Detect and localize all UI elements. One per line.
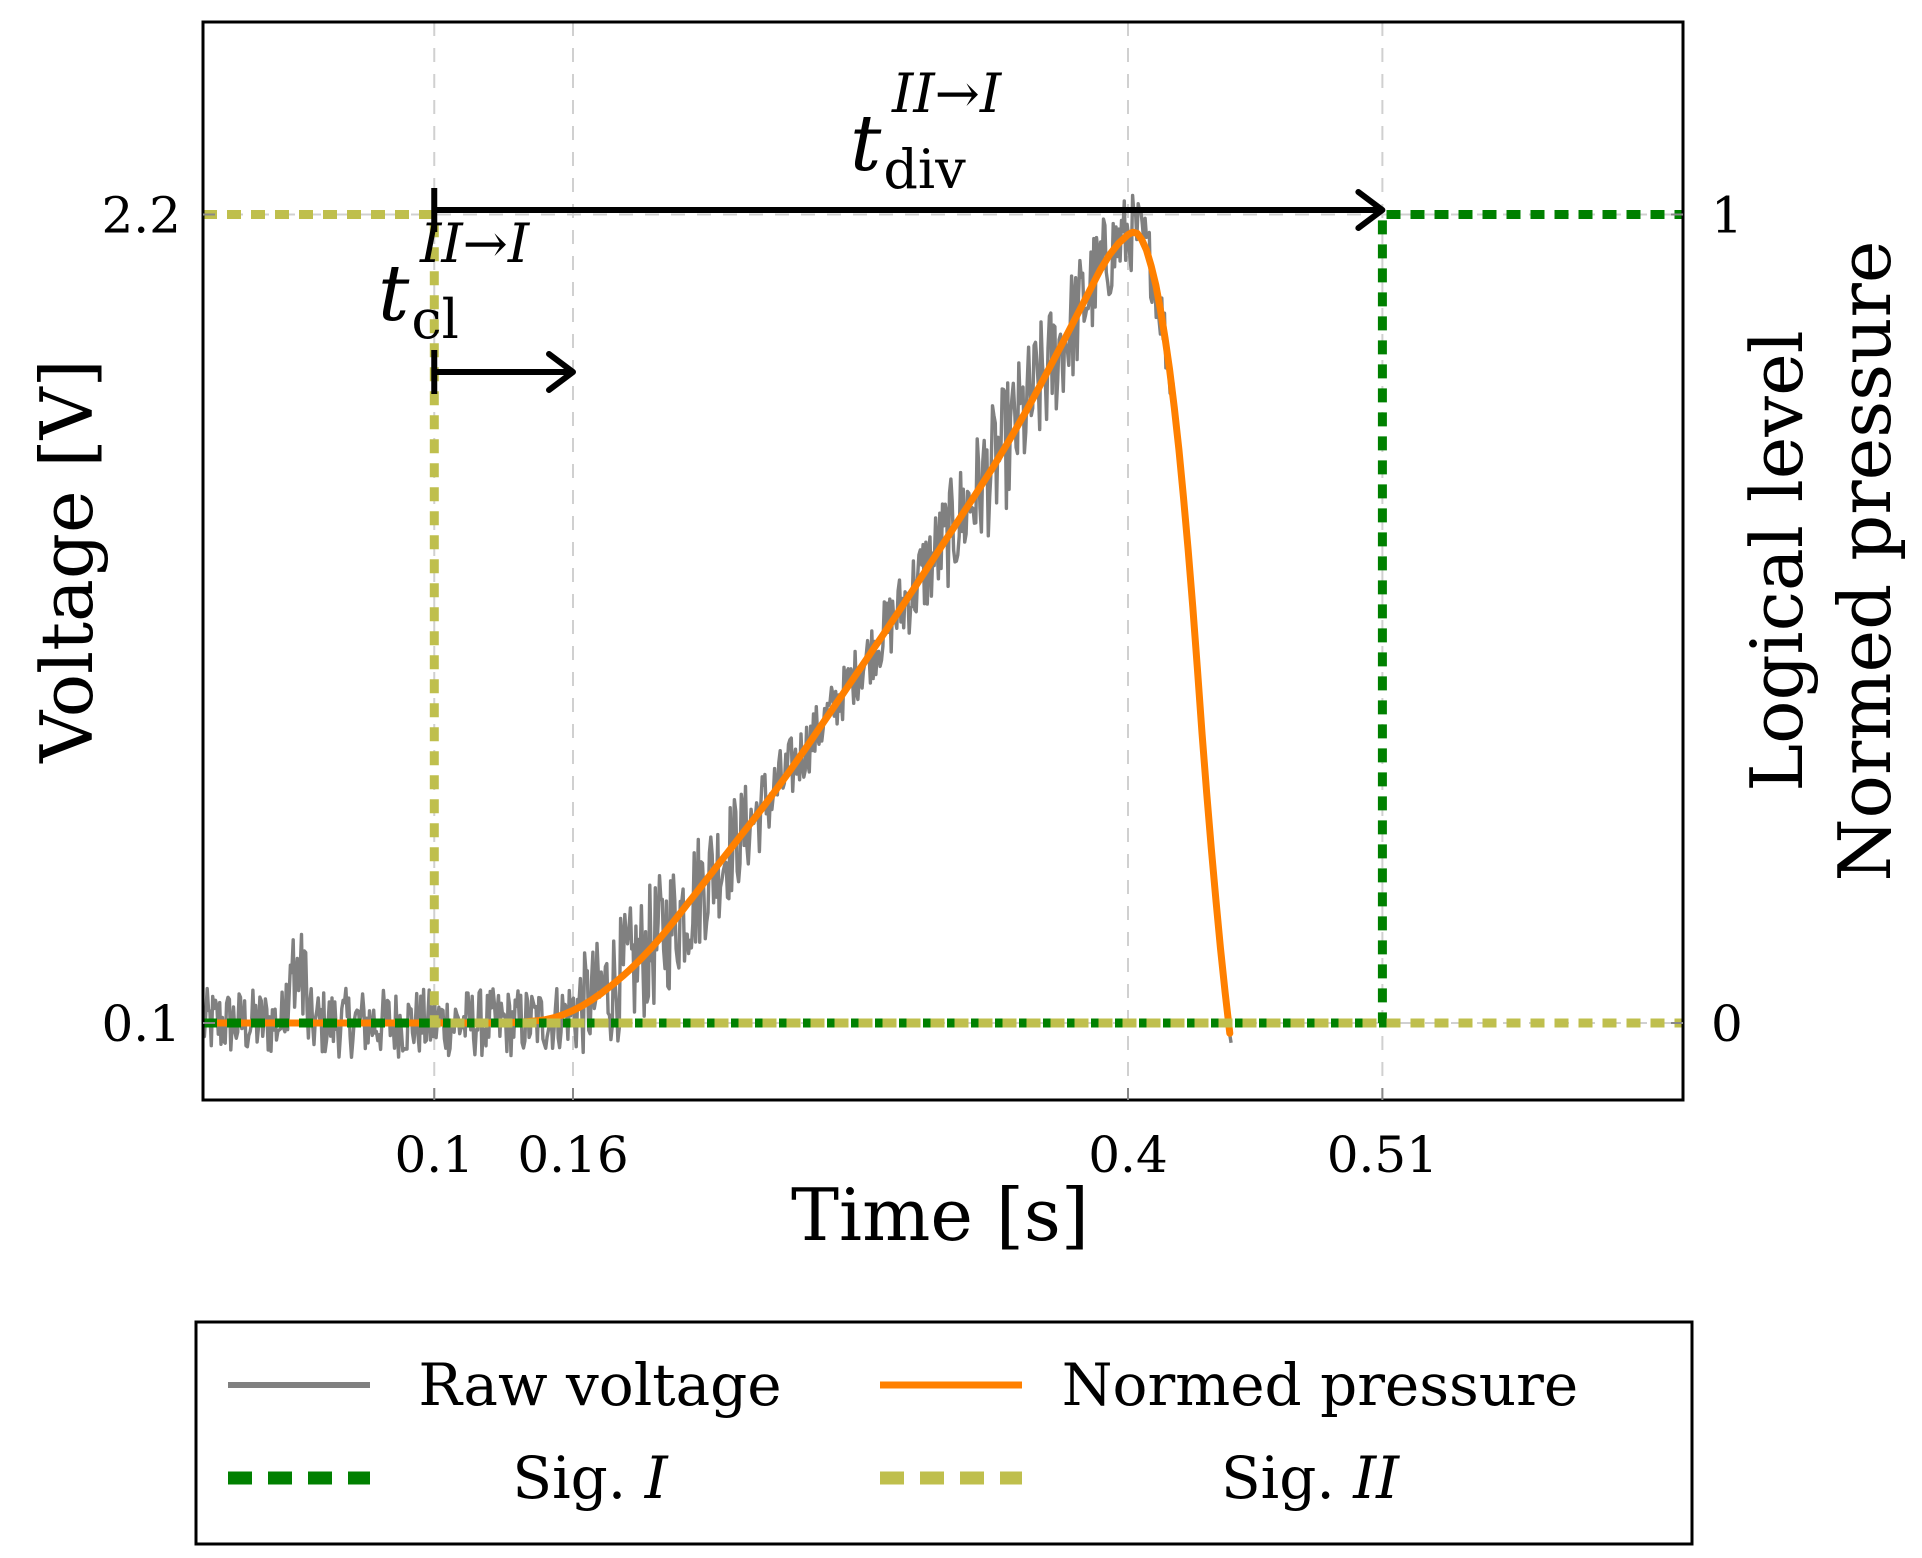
- legend-label-0: Raw voltage: [418, 1351, 781, 1419]
- annotation-t-div-arrow-head: [1355, 189, 1386, 231]
- y-axis-title-left: Voltage [V]: [25, 359, 109, 763]
- series-raw-voltage: [203, 193, 1233, 1059]
- x-tick-label-0: 0.1: [394, 1126, 474, 1184]
- plot-frame: [201, 20, 1685, 1102]
- legend: Raw voltage Normed pressure Sig. I Sig. II: [194, 1320, 1694, 1546]
- x-axis-title: Time [s]: [791, 1173, 1089, 1257]
- series-group: [203, 193, 1683, 1059]
- ticks: 0.1 0.16 0.4 0.51 0.1 2.2 0 1: [101, 187, 1742, 1185]
- y-tick-label-right-1: 1: [1711, 187, 1743, 245]
- annotation-t-cl-arrow-head: [546, 351, 576, 393]
- legend-label-1: Normed pressure: [1062, 1351, 1578, 1419]
- y-tick-label-left-0: 0.1: [101, 995, 181, 1053]
- legend-label-3: Sig. II: [1221, 1444, 1400, 1512]
- annotation-t-div-label: tdivII→I: [850, 62, 1003, 201]
- annotation-t-cl-label: tclII→I: [378, 212, 531, 351]
- y-tick-label-right-0: 0: [1711, 995, 1743, 1053]
- legend-box: [194, 1320, 1694, 1546]
- series-sig-ii: [203, 210, 1683, 1028]
- x-tick-label-1: 0.16: [517, 1126, 628, 1184]
- y-axis-title-right-2: Normed pressure: [1823, 240, 1907, 881]
- y-tick-label-left-1: 2.2: [101, 187, 181, 245]
- x-tick-label-2: 0.4: [1088, 1126, 1168, 1184]
- legend-label-2: Sig. I: [512, 1444, 668, 1512]
- x-tick-label-3: 0.51: [1327, 1126, 1438, 1184]
- annotations: tdivII→I tclII→I: [378, 62, 1386, 394]
- y-axis-title-right-1: Logical level: [1735, 330, 1819, 791]
